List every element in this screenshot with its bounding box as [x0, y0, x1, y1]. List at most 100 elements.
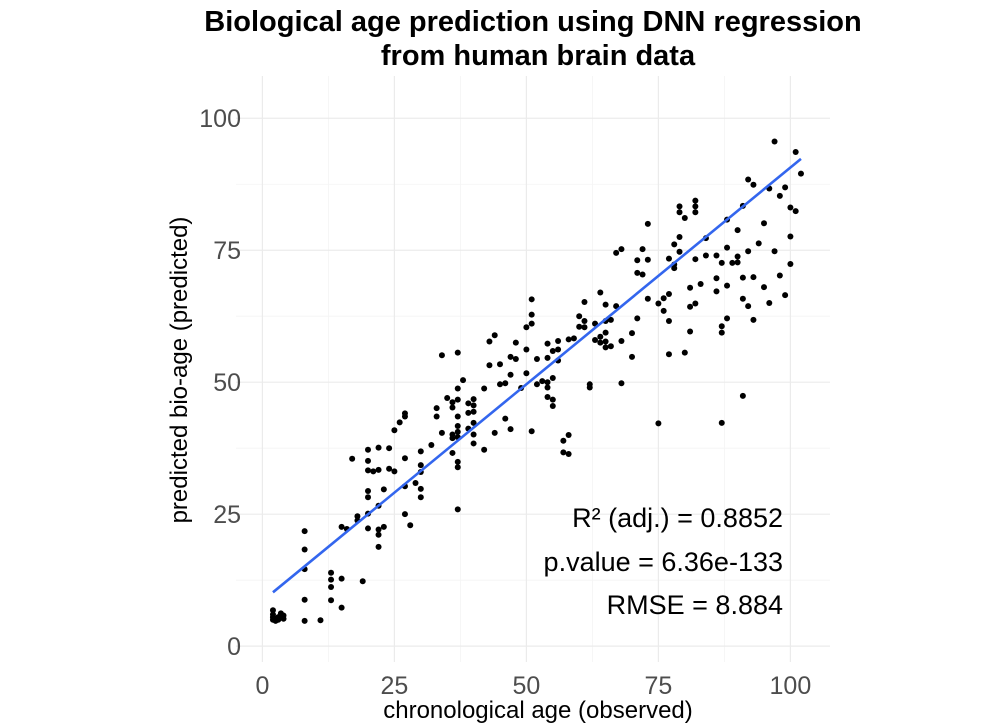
data-point: [776, 192, 783, 199]
data-point: [470, 396, 477, 403]
data-point: [665, 255, 672, 262]
data-point: [507, 426, 514, 433]
data-point: [560, 437, 567, 444]
data-point: [449, 404, 456, 411]
data-point: [497, 361, 503, 368]
data-point: [449, 431, 456, 438]
data-point: [581, 298, 588, 305]
data-point: [729, 259, 736, 266]
data-point: [597, 339, 604, 346]
data-point: [470, 431, 477, 438]
data-point: [470, 440, 477, 447]
data-point: [491, 332, 498, 339]
data-point: [328, 576, 335, 583]
data-point: [412, 480, 419, 487]
data-point: [576, 313, 583, 320]
data-point: [428, 442, 435, 449]
data-point: [724, 282, 731, 289]
data-point: [486, 338, 493, 345]
data-point: [417, 462, 424, 469]
data-point: [750, 181, 757, 188]
data-point: [676, 209, 683, 216]
data-point: [565, 431, 572, 438]
data-point: [782, 292, 789, 299]
data-point: [401, 410, 408, 417]
data-point: [272, 617, 279, 624]
data-point: [486, 362, 493, 369]
data-point: [301, 528, 308, 535]
data-point: [449, 399, 456, 406]
data-point: [665, 317, 672, 324]
data-point: [365, 525, 371, 532]
data-point: [444, 395, 451, 402]
data-point: [629, 353, 635, 360]
data-point: [671, 241, 678, 248]
data-point: [465, 400, 472, 407]
data-point: [713, 275, 720, 282]
data-point: [523, 324, 530, 331]
data-point: [470, 402, 477, 409]
data-point: [365, 467, 371, 474]
data-point: [454, 506, 461, 513]
data-point: [317, 617, 324, 624]
data-point: [338, 523, 345, 530]
data-point: [755, 240, 762, 247]
data-point: [692, 197, 699, 204]
data-point: [401, 511, 408, 518]
data-point: [655, 300, 662, 307]
data-point: [771, 248, 778, 255]
data-point: [386, 445, 393, 452]
data-point: [750, 316, 757, 323]
data-point: [370, 468, 377, 475]
data-point: [734, 259, 741, 266]
data-point: [734, 227, 741, 234]
data-point: [417, 448, 424, 455]
data-point: [375, 543, 382, 550]
data-point: [454, 385, 461, 392]
data-point: [676, 203, 683, 210]
data-point: [470, 408, 477, 415]
data-point: [454, 458, 461, 465]
data-point: [391, 468, 398, 475]
data-point: [269, 611, 276, 618]
data-point: [692, 300, 699, 307]
data-point: [739, 392, 746, 399]
data-point: [745, 176, 752, 183]
data-point: [328, 569, 335, 576]
y-tick-label: 100: [199, 105, 241, 133]
data-point: [454, 464, 461, 471]
data-point: [676, 248, 683, 255]
data-point: [301, 546, 308, 553]
data-point: [565, 450, 572, 457]
data-point: [502, 415, 509, 422]
data-point: [702, 252, 709, 259]
data-point: [454, 349, 461, 356]
data-point: [644, 256, 651, 263]
data-point: [602, 338, 609, 345]
data-point: [771, 138, 778, 145]
data-point: [639, 246, 646, 253]
data-point: [375, 466, 382, 473]
data-point: [660, 307, 667, 314]
data-point: [718, 259, 725, 266]
data-point: [665, 351, 672, 358]
data-point: [438, 352, 445, 359]
regression-line-group: [272, 157, 802, 594]
data-point: [570, 335, 577, 342]
data-point: [655, 420, 662, 427]
x-tick-label: 25: [380, 672, 408, 700]
data-point: [602, 301, 609, 308]
data-point: [481, 446, 488, 453]
y-tick-label: 50: [213, 369, 241, 397]
data-point: [687, 284, 694, 291]
data-point: [375, 531, 382, 538]
data-point: [692, 209, 699, 216]
data-point: [338, 604, 345, 611]
data-point: [338, 575, 345, 582]
x-tick-label: 100: [770, 672, 812, 700]
data-point: [629, 330, 635, 337]
data-point: [539, 378, 546, 385]
data-point: [613, 249, 620, 256]
data-point: [454, 396, 461, 403]
data-point: [792, 149, 799, 156]
